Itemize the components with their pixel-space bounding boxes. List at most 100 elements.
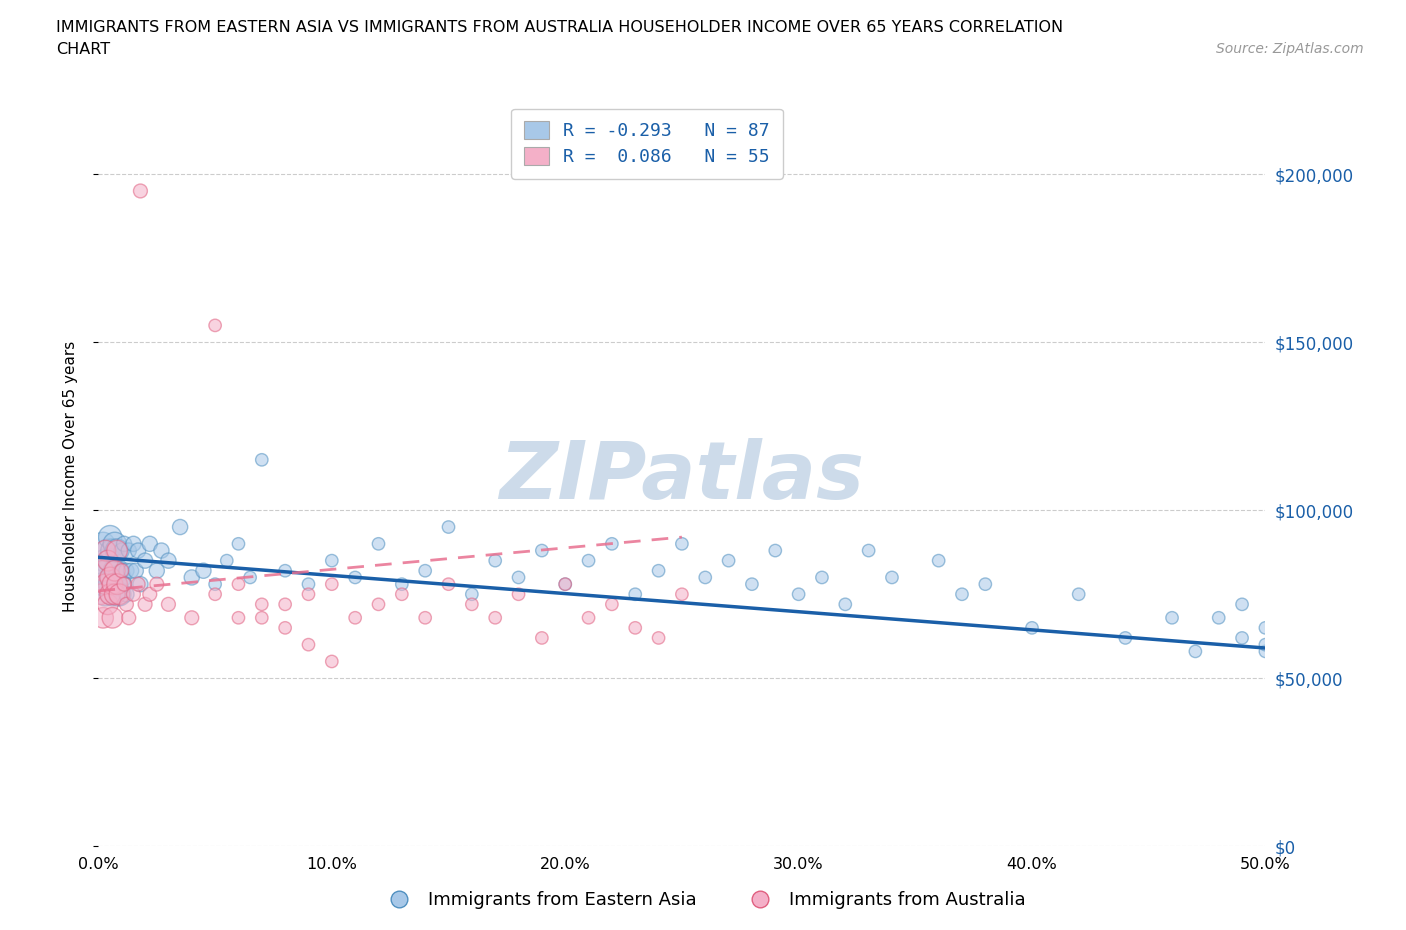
Point bbox=[250, 597, 273, 612]
Point bbox=[928, 553, 950, 568]
Point bbox=[104, 537, 127, 551]
Point bbox=[763, 543, 786, 558]
Point bbox=[297, 637, 319, 652]
Point bbox=[139, 587, 162, 602]
Point bbox=[367, 537, 389, 551]
Point bbox=[90, 587, 112, 602]
Point bbox=[105, 543, 128, 558]
Point bbox=[1230, 631, 1253, 645]
Point bbox=[437, 520, 460, 535]
Point bbox=[104, 587, 127, 602]
Point bbox=[578, 553, 600, 568]
Point bbox=[94, 577, 117, 591]
Point bbox=[624, 587, 647, 602]
Point bbox=[461, 587, 484, 602]
Point bbox=[108, 570, 131, 585]
Point bbox=[180, 610, 202, 625]
Point bbox=[97, 597, 120, 612]
Point bbox=[120, 564, 142, 578]
Point bbox=[134, 597, 156, 612]
Point bbox=[228, 610, 250, 625]
Point bbox=[97, 543, 120, 558]
Point bbox=[600, 597, 623, 612]
Point bbox=[647, 631, 669, 645]
Point bbox=[105, 564, 128, 578]
Point bbox=[108, 587, 131, 602]
Point bbox=[105, 587, 128, 602]
Point bbox=[344, 570, 367, 585]
Point bbox=[1230, 597, 1253, 612]
Point bbox=[115, 564, 138, 578]
Point bbox=[101, 610, 124, 625]
Text: IMMIGRANTS FROM EASTERN ASIA VS IMMIGRANTS FROM AUSTRALIA HOUSEHOLDER INCOME OVE: IMMIGRANTS FROM EASTERN ASIA VS IMMIGRAN… bbox=[56, 20, 1063, 35]
Point bbox=[90, 564, 112, 578]
Point bbox=[950, 587, 973, 602]
Point bbox=[1254, 620, 1277, 635]
Point bbox=[530, 631, 553, 645]
Point bbox=[112, 577, 135, 591]
Point bbox=[129, 183, 152, 198]
Point bbox=[104, 564, 127, 578]
Point bbox=[118, 543, 141, 558]
Point bbox=[204, 318, 226, 333]
Text: ZIPatlas: ZIPatlas bbox=[499, 438, 865, 515]
Point bbox=[695, 570, 717, 585]
Point bbox=[274, 620, 297, 635]
Point bbox=[274, 597, 297, 612]
Point bbox=[437, 577, 460, 591]
Point bbox=[91, 537, 114, 551]
Point bbox=[115, 597, 138, 612]
Point bbox=[94, 587, 117, 602]
Point bbox=[157, 597, 180, 612]
Point bbox=[717, 553, 740, 568]
Point bbox=[250, 610, 273, 625]
Point bbox=[91, 564, 114, 578]
Point bbox=[204, 587, 226, 602]
Point bbox=[127, 543, 149, 558]
Point bbox=[98, 530, 121, 545]
Point bbox=[391, 577, 413, 591]
Point bbox=[508, 570, 530, 585]
Point bbox=[91, 577, 114, 591]
Point bbox=[94, 553, 117, 568]
Point bbox=[239, 570, 262, 585]
Point bbox=[787, 587, 810, 602]
Point bbox=[250, 452, 273, 467]
Point bbox=[484, 610, 506, 625]
Point bbox=[98, 570, 121, 585]
Point bbox=[104, 564, 127, 578]
Point bbox=[1067, 587, 1090, 602]
Point bbox=[105, 543, 128, 558]
Point bbox=[146, 564, 169, 578]
Point bbox=[129, 577, 152, 591]
Point bbox=[215, 553, 238, 568]
Point bbox=[193, 564, 215, 578]
Point bbox=[484, 553, 506, 568]
Point bbox=[1208, 610, 1230, 625]
Point bbox=[111, 543, 134, 558]
Legend: R = -0.293   N = 87, R =  0.086   N = 55: R = -0.293 N = 87, R = 0.086 N = 55 bbox=[512, 109, 783, 179]
Point bbox=[122, 537, 145, 551]
Point bbox=[111, 564, 134, 578]
Point bbox=[274, 564, 297, 578]
Point bbox=[858, 543, 880, 558]
Point bbox=[228, 577, 250, 591]
Point bbox=[204, 577, 226, 591]
Point bbox=[169, 520, 191, 535]
Point bbox=[413, 610, 436, 625]
Point bbox=[101, 570, 124, 585]
Point bbox=[1184, 644, 1206, 658]
Point bbox=[1254, 637, 1277, 652]
Point bbox=[97, 553, 120, 568]
Legend: Immigrants from Eastern Asia, Immigrants from Australia: Immigrants from Eastern Asia, Immigrants… bbox=[374, 884, 1032, 916]
Point bbox=[112, 577, 135, 591]
Point bbox=[880, 570, 903, 585]
Point bbox=[671, 587, 693, 602]
Point bbox=[647, 564, 669, 578]
Point bbox=[105, 577, 128, 591]
Point bbox=[228, 537, 250, 551]
Point bbox=[112, 537, 135, 551]
Point bbox=[530, 543, 553, 558]
Point bbox=[180, 570, 202, 585]
Point bbox=[834, 597, 856, 612]
